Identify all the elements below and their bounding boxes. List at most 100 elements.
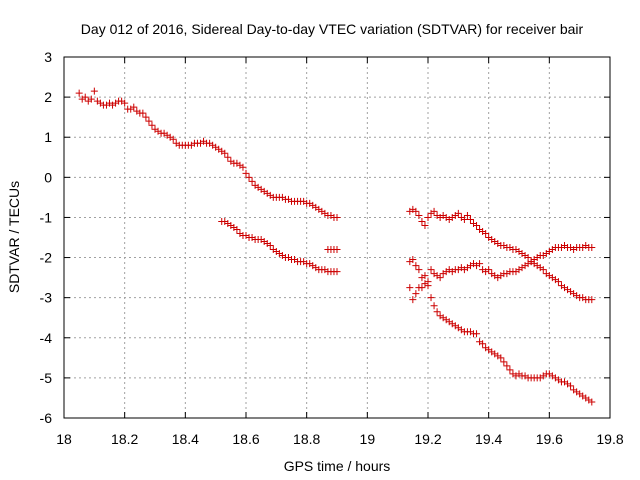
x-axis-title: GPS time / hours	[284, 458, 391, 474]
x-tick-label: 18	[56, 431, 72, 447]
data-point	[430, 302, 438, 310]
data-point	[142, 113, 150, 121]
y-tick-label: -2	[40, 250, 53, 266]
y-tick-label: -3	[40, 290, 53, 306]
data-point	[524, 254, 532, 262]
plot-frame	[63, 56, 611, 419]
data-point	[333, 246, 341, 254]
data-point	[476, 260, 484, 268]
data-point	[148, 121, 156, 129]
data-point	[412, 262, 420, 270]
data-point	[436, 274, 444, 282]
y-tick-label: -5	[40, 370, 53, 386]
data-point	[500, 358, 508, 366]
data-point	[409, 256, 417, 264]
x-tick-label: 19.2	[414, 431, 441, 447]
data-point	[554, 278, 562, 286]
data-point	[567, 382, 575, 390]
series-satellite-track-2-tail	[324, 246, 341, 254]
y-tick-label: 1	[44, 129, 52, 145]
y-tick-label: 3	[44, 49, 52, 65]
data-point	[87, 95, 95, 103]
y-axis-title: SDTVAR / TECUs	[6, 181, 22, 293]
y-tick-label: 2	[44, 89, 52, 105]
data-point	[506, 366, 514, 374]
data-point	[415, 211, 423, 219]
x-tick-label: 18.2	[111, 431, 138, 447]
series-satellite-track-1	[75, 87, 341, 221]
data-point	[421, 272, 429, 280]
data-point	[233, 225, 241, 233]
data-point	[539, 266, 547, 274]
data-point	[479, 340, 487, 348]
data-point	[333, 268, 341, 276]
x-tick-label: 19.8	[596, 431, 623, 447]
data-point	[588, 296, 596, 304]
data-point	[245, 173, 253, 181]
series-satellite-track-2	[218, 217, 341, 276]
data-point	[427, 294, 435, 302]
data-point	[81, 93, 89, 101]
x-tick-label: 19	[360, 431, 376, 447]
x-tick-label: 18.8	[293, 431, 320, 447]
x-tick-label: 18.4	[172, 431, 199, 447]
data-points	[75, 87, 596, 406]
data-point	[485, 266, 493, 274]
data-point	[424, 282, 432, 290]
data-point	[497, 354, 505, 362]
y-tick-label: 0	[44, 169, 52, 185]
data-point	[466, 215, 474, 223]
data-point	[224, 153, 232, 161]
y-tick-label: -6	[40, 410, 53, 426]
data-point	[266, 242, 274, 250]
data-point	[433, 308, 441, 316]
data-point	[430, 207, 438, 215]
data-point	[248, 177, 256, 185]
y-axis-tick-labels: 3 2 1 0 -1 -2 -3 -4 -5 -6	[40, 49, 53, 426]
data-point	[333, 213, 341, 221]
data-point	[406, 284, 414, 292]
y-tick-label: -4	[40, 330, 53, 346]
x-tick-label: 19.6	[536, 431, 563, 447]
data-point	[418, 284, 426, 292]
data-point	[90, 87, 98, 95]
data-point	[588, 398, 596, 406]
data-point	[418, 217, 426, 225]
data-point	[409, 296, 417, 304]
data-point	[473, 221, 481, 229]
data-point	[421, 221, 429, 229]
data-point	[75, 89, 83, 97]
data-point	[424, 213, 432, 221]
x-tick-label: 19.4	[475, 431, 502, 447]
data-point	[145, 117, 153, 125]
data-point	[454, 209, 462, 217]
data-point	[415, 266, 423, 274]
chart-title: Day 012 of 2016, Sidereal Day-to-day VTE…	[81, 21, 584, 37]
series-satellite-track-5	[406, 280, 596, 406]
series-satellite-track-4	[406, 242, 596, 286]
grid-lines	[64, 57, 610, 418]
data-point	[221, 149, 229, 157]
x-axis-tick-labels: 18 18.2 18.4 18.6 18.8 19 19.2 19.4 19.6 19.8	[56, 431, 624, 447]
series-satellite-track-3	[406, 205, 596, 304]
data-point	[169, 135, 177, 143]
data-point	[482, 229, 490, 237]
data-point	[139, 109, 147, 117]
data-point	[473, 330, 481, 338]
data-point	[130, 103, 138, 111]
data-point	[588, 244, 596, 252]
data-point	[503, 362, 511, 370]
data-point	[412, 207, 420, 215]
data-point	[460, 215, 468, 223]
axis-ticks	[63, 56, 611, 419]
data-point	[239, 163, 247, 171]
data-point	[242, 169, 250, 177]
data-point	[412, 290, 420, 298]
y-tick-label: -1	[40, 209, 53, 225]
data-point	[427, 266, 435, 274]
x-tick-label: 18.6	[232, 431, 259, 447]
data-point	[463, 211, 471, 219]
